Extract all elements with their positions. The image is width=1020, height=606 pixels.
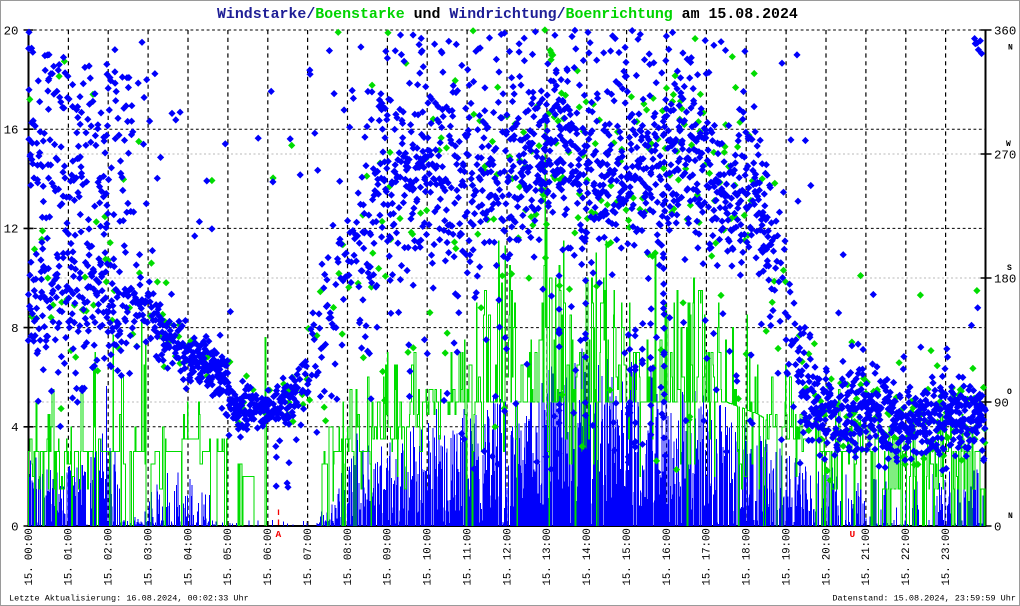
svg-text:15. 11:00: 15. 11:00 (462, 528, 474, 585)
svg-text:0: 0 (994, 520, 1001, 534)
svg-text:15. 22:00: 15. 22:00 (901, 528, 913, 585)
svg-text:15. 23:00: 15. 23:00 (941, 528, 953, 585)
svg-text:S: S (1007, 264, 1012, 273)
svg-text:N: N (1008, 44, 1013, 53)
svg-text:15. 10:00: 15. 10:00 (423, 528, 435, 585)
svg-text:0: 0 (11, 520, 18, 534)
svg-text:N: N (1008, 512, 1013, 521)
svg-text:U: U (850, 529, 856, 540)
svg-text:360: 360 (994, 24, 1016, 38)
svg-text:15. 08:00: 15. 08:00 (343, 528, 355, 585)
svg-text:15. 21:00: 15. 21:00 (861, 528, 873, 585)
svg-text:15. 07:00: 15. 07:00 (303, 528, 315, 585)
svg-text:15. 04:00: 15. 04:00 (183, 528, 195, 585)
svg-text:90: 90 (994, 396, 1009, 410)
svg-text:O: O (1007, 388, 1012, 397)
svg-text:15. 06:00: 15. 06:00 (263, 528, 275, 585)
svg-text:W: W (1006, 140, 1011, 149)
svg-text:15. 16:00: 15. 16:00 (662, 528, 674, 585)
svg-text:8: 8 (11, 322, 18, 336)
svg-text:15. 14:00: 15. 14:00 (582, 528, 594, 585)
svg-text:15. 20:00: 15. 20:00 (821, 528, 833, 585)
svg-text:15. 09:00: 15. 09:00 (383, 528, 395, 585)
svg-text:Windstarke/Boenstarke und Wind: Windstarke/Boenstarke und Windrichtung/B… (217, 7, 798, 23)
svg-text:15. 01:00: 15. 01:00 (64, 528, 76, 585)
svg-text:15. 02:00: 15. 02:00 (104, 528, 116, 585)
svg-text:15. 15:00: 15. 15:00 (622, 528, 634, 585)
svg-text:20: 20 (4, 24, 19, 38)
svg-text:12: 12 (4, 223, 19, 237)
svg-text:15. 03:00: 15. 03:00 (143, 528, 155, 585)
svg-text:15. 12:00: 15. 12:00 (502, 528, 514, 585)
svg-text:270: 270 (994, 148, 1016, 162)
svg-text:15. 19:00: 15. 19:00 (781, 528, 793, 585)
svg-text:15. 05:00: 15. 05:00 (223, 528, 235, 585)
svg-text:15. 13:00: 15. 13:00 (542, 528, 554, 585)
svg-text:Letzte Aktualisierung: 16.08.2: Letzte Aktualisierung: 16.08.2024, 00:02… (9, 594, 249, 604)
svg-text:A: A (276, 529, 282, 540)
svg-text:15. 17:00: 15. 17:00 (702, 528, 714, 585)
svg-text:15. 18:00: 15. 18:00 (742, 528, 754, 585)
svg-text:Datenstand: 15.08.2024, 23:59:: Datenstand: 15.08.2024, 23:59:59 Uhr (832, 594, 1016, 604)
svg-text:4: 4 (11, 421, 18, 435)
svg-text:15. 00:00: 15. 00:00 (24, 528, 36, 585)
svg-text:16: 16 (4, 124, 19, 138)
svg-text:180: 180 (994, 272, 1016, 286)
